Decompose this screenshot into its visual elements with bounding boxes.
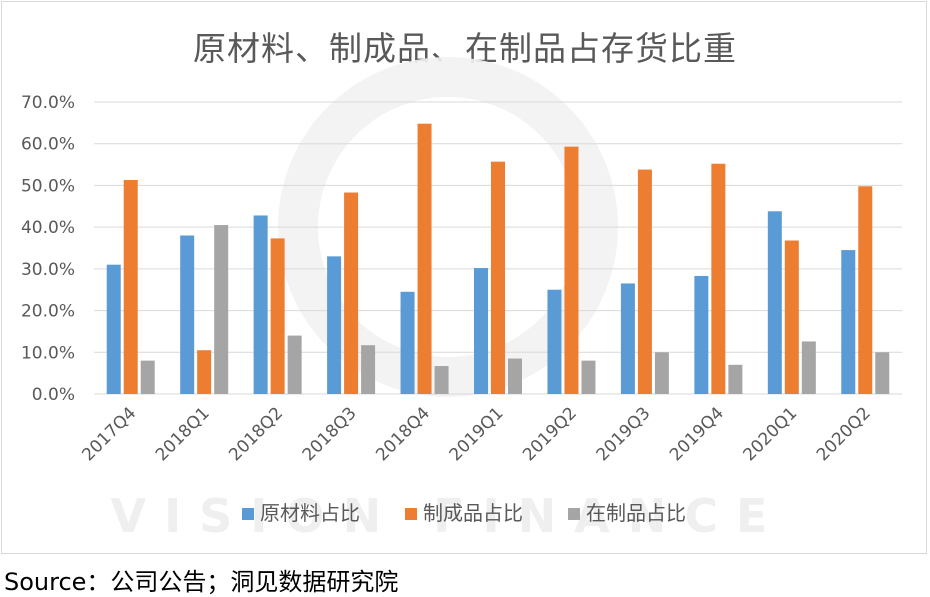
bar-3-2018Q4 [434,366,449,394]
x-axis-ticks: 2017Q4 2018Q1 2018Q2 2018Q3 2018Q4 2019Q1 2019… [78,403,874,465]
bar-3-2020Q1 [801,341,816,394]
y-axis-ticks: 0.0% 10.0% 20.0% 30.0% 40.0% 50.0% 60.0% 70.0% [21,93,75,405]
y-tick-label: 0.0% [32,385,75,405]
bar-3-2018Q3 [361,345,376,394]
bar-1-2019Q2 [547,289,562,394]
watermark: VISION FINANCE [111,57,786,543]
bar-1-2018Q3 [327,256,342,394]
watermark-text: VISION FINANCE [111,489,786,543]
legend-label: 制成品占比 [423,501,523,525]
legend-swatch [568,508,580,520]
x-tick-label: 2019Q1 [446,403,508,465]
bar-2-2018Q3 [344,192,359,394]
bar-2-2020Q1 [784,240,799,394]
legend-label: 在制品占比 [586,501,686,525]
bar-1-2020Q1 [767,211,782,394]
bar-1-2019Q3 [620,283,635,394]
bar-2-2019Q4 [711,163,726,394]
bar-1-2018Q2 [253,215,268,394]
x-tick-label: 2017Q4 [78,403,140,465]
legend-label: 原材料占比 [260,501,360,525]
x-tick-label: 2020Q1 [740,403,802,465]
bar-2-2017Q4 [123,180,138,394]
bar-1-2019Q4 [694,275,709,394]
y-tick-label: 50.0% [21,176,75,196]
legend: 原材料占比 制成品占比 在制品占比 [242,501,686,525]
y-tick-label: 40.0% [21,218,75,238]
bar-2-2019Q1 [491,161,505,394]
y-tick-label: 10.0% [21,343,75,363]
bar-2-2018Q2 [270,238,285,394]
bar-2-2020Q2 [858,186,873,394]
x-tick-label: 2020Q2 [813,403,875,465]
bar-2-2019Q2 [564,146,579,394]
y-tick-label: 60.0% [21,135,75,155]
bar-3-2019Q2 [581,360,596,394]
bar-1-2019Q1 [474,268,488,394]
bar-1-2017Q4 [106,264,121,394]
bar-3-2019Q3 [654,352,669,394]
bar-chart: VISION FINANCE 0.0% 10.0% 20.0% 30.0% 40.0% 5… [21,57,902,543]
x-tick-label: 2019Q3 [593,403,655,465]
x-tick-label: 2018Q1 [152,403,214,465]
bar-3-2020Q2 [875,352,890,394]
bar-2-2018Q4 [417,123,432,394]
y-tick-label: 70.0% [21,93,75,113]
bar-3-2019Q4 [728,364,743,394]
bar-3-2017Q4 [140,360,155,394]
chart-frame: 原材料、制成品、在制品占存货比重 VISION FINANCE 0.0% 10.0… [1,1,927,554]
legend-swatch [405,508,417,520]
y-tick-label: 20.0% [21,302,75,322]
bars [106,123,890,394]
x-tick-label: 2018Q2 [225,403,287,465]
bar-1-2018Q1 [180,235,195,394]
bar-3-2018Q1 [214,225,229,394]
bar-3-2019Q1 [508,358,522,394]
source-note: Source：公司公告；洞见数据研究院 [4,568,399,596]
legend-swatch [242,508,254,520]
bar-2-2018Q1 [197,350,212,394]
bar-1-2020Q2 [841,250,856,394]
x-tick-label: 2018Q4 [372,403,434,465]
bar-1-2018Q4 [400,291,415,394]
bar-2-2019Q3 [637,169,652,394]
y-tick-label: 30.0% [21,260,75,280]
x-tick-label: 2018Q3 [299,403,361,465]
bar-3-2018Q2 [287,335,302,394]
x-tick-label: 2019Q4 [666,403,728,465]
x-tick-label: 2019Q2 [519,403,581,465]
